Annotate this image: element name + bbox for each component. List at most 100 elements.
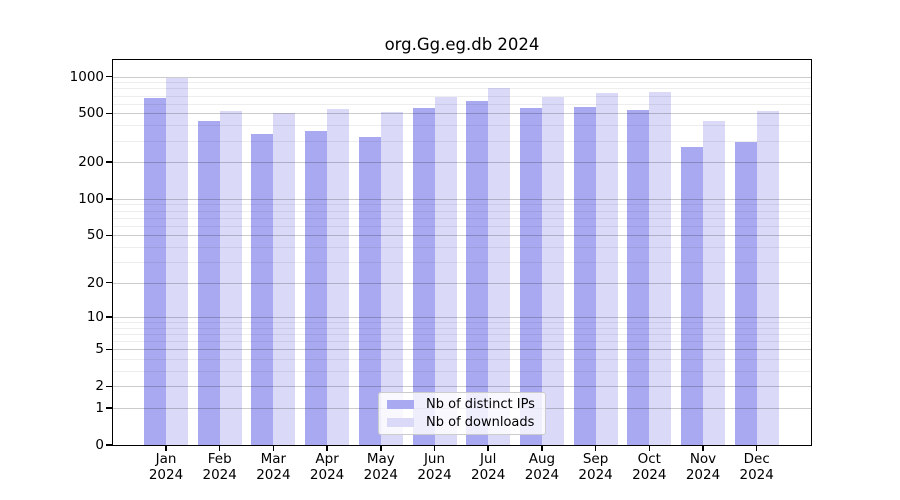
major-gridline: [113, 386, 811, 388]
major-gridline: [113, 162, 811, 164]
legend-label-downloads: Nb of downloads: [426, 414, 535, 430]
minor-gridline: [113, 327, 811, 329]
bar-nb-of-downloads-aug-2024: [541, 97, 564, 445]
x-tick-label-aug-2024: Aug 2024: [524, 451, 560, 483]
y-tick-label: 0: [95, 437, 104, 453]
y-tick-mark: [106, 444, 113, 446]
x-tick-mark: [165, 445, 167, 451]
major-gridline: [113, 317, 811, 319]
x-tick-label-jan-2024: Jan 2024: [148, 451, 184, 483]
minor-gridline: [113, 261, 811, 263]
plot-area: [113, 60, 811, 445]
y-tick-label: 50: [86, 227, 104, 244]
y-tick-mark: [106, 348, 113, 351]
bar-nb-of-distinct-ips-apr-2024: [305, 130, 328, 445]
x-tick-label-feb-2024: Feb 2024: [202, 451, 237, 483]
bar-nb-of-downloads-sep-2024: [595, 93, 618, 445]
y-tick-mark: [106, 112, 113, 115]
bar-nb-of-downloads-jan-2024: [166, 78, 188, 445]
x-tick-label-may-2024: May 2024: [363, 451, 398, 483]
minor-gridline: [113, 125, 811, 127]
x-tick-label-apr-2024: Apr 2024: [309, 451, 345, 483]
bar-nb-of-distinct-ips-mar-2024: [251, 134, 274, 445]
y-tick-mark: [106, 198, 113, 200]
y-tick-label: 200: [78, 154, 104, 171]
y-tick-mark: [106, 75, 113, 78]
minor-gridline: [113, 140, 811, 142]
minor-gridline: [113, 95, 811, 97]
x-tick-mark: [487, 445, 489, 451]
y-tick-label: 10: [86, 309, 104, 326]
x-tick-label-jun-2024: Jun 2024: [417, 451, 452, 483]
minor-gridline: [113, 210, 811, 212]
bar-nb-of-downloads-jul-2024: [488, 88, 511, 445]
x-tick-label-nov-2024: Nov 2024: [685, 451, 721, 483]
legend-label-distinct-ips: Nb of distinct IPs: [426, 397, 535, 413]
bar-nb-of-distinct-ips-dec-2024: [734, 142, 757, 445]
bar-nb-of-distinct-ips-aug-2024: [519, 108, 542, 445]
major-gridline: [113, 198, 811, 200]
legend: Nb of distinct IPs Nb of downloads: [378, 392, 546, 435]
x-tick-mark: [755, 445, 758, 451]
legend-entry-downloads: Nb of downloads: [387, 415, 537, 430]
gridlines-layer: [113, 60, 811, 445]
bar-nb-of-downloads-oct-2024: [649, 92, 672, 445]
bar-nb-of-distinct-ips-may-2024: [358, 136, 381, 445]
bar-nb-of-distinct-ips-sep-2024: [573, 107, 596, 445]
major-gridline: [113, 349, 811, 351]
minor-gridline: [113, 246, 811, 248]
minor-gridline: [113, 334, 811, 336]
minor-gridline: [113, 322, 811, 324]
y-tick-label: 1: [95, 400, 104, 416]
bar-nb-of-downloads-jun-2024: [434, 96, 457, 445]
bar-nb-of-distinct-ips-jul-2024: [466, 101, 489, 445]
legend-swatch-distinct-ips: [387, 400, 414, 410]
y-tick-label: 1000: [69, 68, 104, 85]
x-tick-mark: [272, 445, 275, 451]
x-tick-label-mar-2024: Mar 2024: [256, 451, 291, 483]
bar-nb-of-downloads-nov-2024: [703, 121, 725, 445]
chart-title: org.Gg.eg.db 2024: [384, 35, 540, 54]
x-tick-mark: [594, 445, 597, 451]
x-tick-mark: [380, 445, 382, 451]
minor-gridline: [113, 82, 811, 84]
minor-gridline: [113, 371, 811, 373]
x-tick-label-jul-2024: Jul 2024: [471, 451, 506, 483]
bar-nb-of-distinct-ips-jun-2024: [412, 108, 435, 445]
x-tick-label-dec-2024: Dec 2024: [739, 451, 774, 483]
x-tick-mark: [326, 445, 328, 451]
x-tick-mark: [648, 445, 651, 451]
bar-nb-of-downloads-mar-2024: [273, 113, 296, 445]
bar-nb-of-distinct-ips-nov-2024: [681, 147, 703, 445]
y-tick-label: 5: [95, 341, 104, 358]
minor-gridline: [113, 341, 811, 343]
y-tick-mark: [106, 234, 113, 237]
bar-nb-of-downloads-dec-2024: [756, 111, 779, 445]
bar-nb-of-downloads-feb-2024: [219, 111, 242, 445]
bar-nb-of-downloads-apr-2024: [327, 109, 350, 445]
bars-layer: [113, 60, 811, 445]
minor-gridline: [113, 88, 811, 90]
bar-nb-of-distinct-ips-jan-2024: [144, 98, 166, 445]
x-tick-mark: [433, 445, 436, 451]
y-tick-mark: [106, 281, 113, 284]
major-gridline: [113, 282, 811, 284]
bar-nb-of-distinct-ips-feb-2024: [197, 121, 220, 445]
minor-gridline: [113, 359, 811, 361]
x-tick-label-oct-2024: Oct 2024: [632, 451, 667, 483]
y-tick-label: 2: [95, 378, 104, 395]
minor-gridline: [113, 204, 811, 206]
y-tick-label: 20: [86, 274, 104, 291]
x-tick-mark: [218, 445, 221, 451]
y-tick-label: 500: [78, 105, 104, 122]
y-tick-mark: [106, 385, 113, 388]
y-tick-mark: [106, 161, 113, 163]
legend-entry-distinct-ips: Nb of distinct IPs: [387, 397, 537, 412]
bar-nb-of-downloads-may-2024: [380, 111, 403, 445]
legend-swatch-downloads: [387, 417, 414, 427]
y-tick-label: 100: [78, 190, 104, 207]
x-tick-mark: [541, 445, 543, 451]
major-gridline: [113, 113, 811, 115]
major-gridline: [113, 76, 811, 78]
minor-gridline: [113, 225, 811, 227]
